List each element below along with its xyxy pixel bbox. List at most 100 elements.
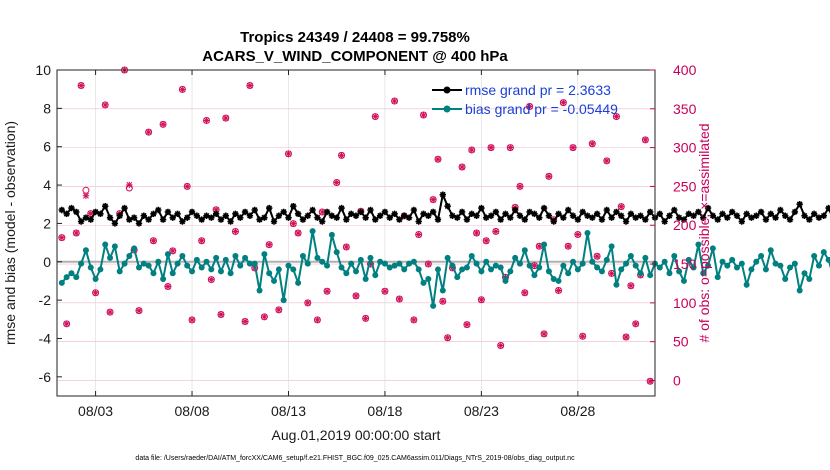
y-right-axis-ticks: 0 50 100 150 200 250 300 350 400 [650, 62, 697, 388]
bias-series [58, 228, 830, 309]
rmse-point [709, 212, 717, 219]
obs-assimilated-point [593, 253, 601, 260]
bias-point [608, 243, 615, 250]
obs-assimilated-point [372, 113, 379, 120]
bias-point [767, 247, 774, 254]
obs-assimilated-point [579, 333, 586, 340]
rmse-point [728, 208, 736, 216]
obs-assimilated-point [198, 237, 205, 244]
obs-assimilated-point [92, 289, 99, 296]
obs-assimilated-point [574, 231, 582, 238]
obs-assimilated-point [483, 237, 490, 244]
y-right-tick-label: 150 [673, 256, 697, 272]
obs-assimilated-point [126, 181, 133, 189]
rmse-point [598, 216, 606, 223]
rmse-point [622, 218, 630, 225]
y-right-tick-label: 50 [673, 334, 689, 350]
rmse-point [140, 212, 148, 219]
rmse-point [212, 210, 220, 218]
bias-point [560, 262, 567, 269]
rmse-point [309, 206, 316, 214]
rmse-point [111, 220, 119, 227]
bias-point [531, 272, 538, 279]
bias-point [806, 276, 813, 283]
obs-assimilated-point [261, 313, 268, 321]
obs-assimilated-point [468, 146, 475, 154]
rmse-point [801, 212, 808, 219]
obs-assimilated-point [560, 99, 567, 106]
rmse-point [164, 208, 172, 216]
bias-point [285, 262, 292, 269]
bias-point [801, 270, 808, 277]
rmse-point [126, 216, 133, 223]
bias-point [598, 268, 605, 275]
rmse-point [772, 214, 779, 221]
bias-point [304, 260, 311, 267]
bias-point [242, 254, 249, 261]
obs-assimilated-point [323, 288, 331, 295]
bias-point [565, 270, 572, 277]
bias-point [733, 264, 740, 271]
obs-assimilated-point [77, 82, 85, 89]
obs-assimilated-point [343, 243, 350, 251]
rmse-point [806, 216, 813, 223]
rmse-point [579, 208, 586, 216]
rmse-point [319, 218, 326, 225]
obs-assimilated-point [246, 82, 254, 89]
bias-point [135, 264, 142, 271]
rmse-point [536, 214, 543, 221]
bias-point [748, 266, 755, 273]
bias-point [367, 254, 374, 261]
rmse-point [429, 208, 437, 216]
bias-point [169, 270, 176, 277]
bias-point [584, 230, 591, 236]
obs-assimilated-point [367, 260, 374, 268]
rmse-point [130, 214, 138, 221]
bias-point [410, 258, 417, 265]
rmse-point [420, 210, 427, 218]
bias-point [102, 241, 109, 248]
obs-assimilated-point [150, 237, 157, 244]
bias-point [444, 254, 451, 261]
bias-point [372, 272, 379, 279]
bias-point [401, 266, 408, 273]
x-tick-label: 08/13 [271, 403, 306, 419]
rmse-point [473, 212, 480, 219]
y-right-tick-label: 300 [673, 140, 697, 156]
bias-point [753, 258, 760, 265]
obs-assimilated-point [265, 241, 273, 248]
bias-point [271, 277, 278, 284]
bias-point [295, 279, 302, 286]
obs-assimilated-point [487, 144, 495, 151]
rmse-point [733, 212, 741, 219]
y-right-tick-label: 200 [673, 217, 697, 233]
bias-point [353, 268, 359, 275]
obs-assimilated-point [492, 228, 500, 235]
bias-point [386, 264, 393, 271]
obs-assimilated-point [135, 307, 143, 314]
rmse-point [820, 212, 827, 219]
rmse-point [661, 218, 668, 225]
bias-point [762, 266, 769, 273]
bias-point [415, 266, 422, 273]
bias-point [512, 254, 519, 261]
obs-assimilated-point [521, 289, 528, 296]
obs-assimilated-point [290, 220, 297, 227]
rmse-point [454, 214, 461, 221]
y-left-tick-label: -2 [39, 292, 52, 308]
obs-assimilated-point [425, 260, 432, 268]
bias-point [613, 281, 620, 288]
obs-assimilated-point [536, 242, 543, 250]
rmse-point [391, 210, 398, 218]
rmse-point [237, 214, 244, 221]
bias-point [724, 262, 731, 269]
bias-point [555, 277, 562, 284]
rmse-point [502, 210, 509, 218]
rmse-point [574, 216, 582, 223]
x-tick-label: 08/23 [464, 403, 499, 419]
rmse-point [487, 212, 495, 219]
rmse-point [352, 212, 360, 219]
rmse-point [642, 216, 649, 223]
rmse-point [584, 212, 591, 219]
rmse-point [483, 214, 490, 221]
